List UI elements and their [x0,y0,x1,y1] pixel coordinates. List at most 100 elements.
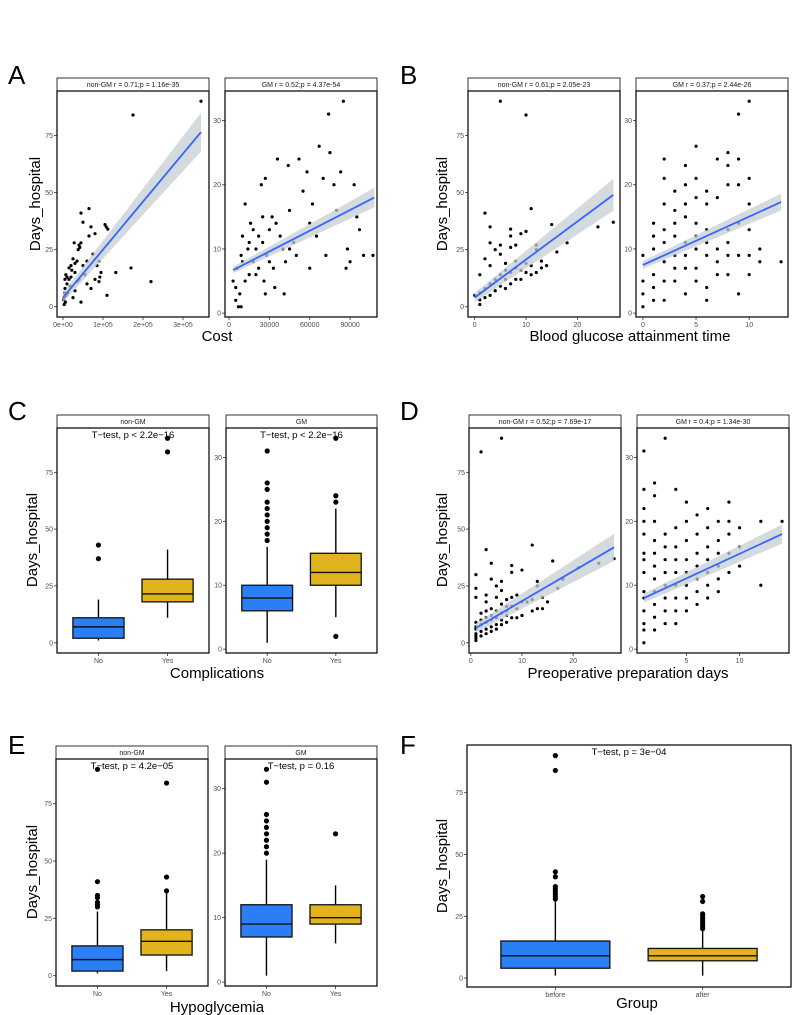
outlier-point [333,435,339,441]
data-point [673,279,677,283]
plot-frame [636,427,790,654]
data-point [695,602,699,607]
data-point [489,629,493,634]
data-point [642,519,646,523]
outlier-point [552,753,558,759]
data-point [479,629,483,634]
data-point [240,234,245,238]
regression-line [643,533,783,599]
data-point [483,257,487,261]
outlier-point [552,874,558,880]
data-point [499,579,504,584]
data-point [694,144,698,148]
outlier-point [94,879,101,885]
outlier-point [264,531,270,537]
data-point [348,260,352,264]
data-point [747,228,751,232]
data-point [551,559,555,563]
data-point [642,532,646,536]
x-tick-label: No [263,658,272,665]
box-yes [141,578,194,603]
y-tick-label: 50 [457,527,465,534]
data-point [545,600,550,604]
x-axis-title: Blood glucose attainment time [530,328,731,345]
data-point [684,500,689,504]
facet: non-GM r = 0.71;p = 1.16e-35 0 25 50 75 0e+00… [45,77,210,329]
data-point [488,225,492,229]
data-point [673,189,677,193]
y-axis-title: Days_hospital [434,819,451,913]
data-point [297,157,301,161]
x-tick-label: No [94,658,103,665]
data-point [263,292,267,296]
data-point [254,247,258,251]
data-point [652,628,657,632]
outlier-point [95,542,102,548]
outlier-point [332,831,339,837]
data-point [104,225,108,229]
x-tick-label: 2e+05 [133,322,153,329]
data-point [503,286,508,291]
data-point [267,260,271,264]
data-point [494,584,498,588]
data-point [663,570,667,575]
outlier-point [264,486,270,492]
y-tick-label: 0 [628,311,632,318]
data-point [726,163,730,168]
data-point [673,221,677,225]
data-point [674,526,678,530]
outlier-point [264,505,270,512]
y-tick-label: 20 [213,182,221,189]
data-point [663,621,667,626]
data-point [505,620,509,624]
y-tick-label: 25 [456,247,464,254]
data-point [510,563,514,568]
y-axis-title: Days_hospital [434,493,451,587]
y-axis-title: Days_hospital [24,493,41,587]
plot-frame [225,427,378,654]
data-point [715,260,719,264]
data-point [674,545,678,549]
outlier-point [263,831,270,837]
data-point [478,302,482,307]
data-point [642,506,646,511]
data-point [652,602,657,607]
facet: GM r = 0.52;p = 4.37e-54 0 10 20 30 0 30000 600… [213,77,378,329]
facet: GM r = 0.4;p = 1.34e-30 0 10 20 30 5 10 [625,414,790,665]
data-point [642,590,646,594]
data-point [357,228,362,232]
data-point [550,222,554,227]
data-point [321,176,325,180]
data-point [705,189,709,193]
data-point [694,176,698,180]
outlier-point [164,449,171,455]
outlier-point [263,837,270,843]
data-point [642,570,646,575]
data-point [642,487,646,491]
data-point [683,253,688,257]
data-point [261,240,265,245]
y-tick-label: 20 [213,851,221,858]
data-point [493,289,497,293]
data-point [261,215,265,219]
data-point [727,570,731,575]
data-point [683,292,688,296]
regression-line [642,201,782,266]
data-point [695,551,699,555]
y-tick-label: 50 [45,527,53,534]
data-point [494,595,498,599]
data-point [642,621,646,626]
facet: GM 0 10 20 30 No Yes T−test, p < 2.2e−16 [214,414,378,665]
y-tick-label: 0 [461,640,465,647]
data-point [705,253,709,257]
data-point [234,298,238,302]
data-point [510,616,514,620]
data-point [63,286,67,291]
y-tick-label: 75 [44,801,52,808]
y-tick-label: 75 [457,470,465,477]
x-tick-label: No [93,991,102,998]
data-point [652,481,657,485]
data-point [345,247,350,251]
